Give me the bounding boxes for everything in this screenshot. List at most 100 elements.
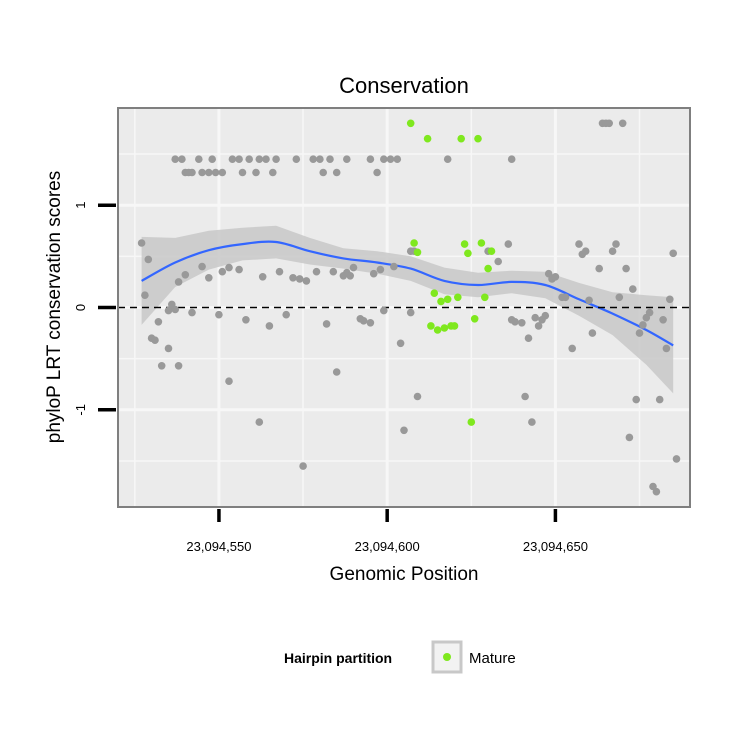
data-point-other: [289, 274, 297, 282]
x-tick-label: 23,094,650: [523, 539, 588, 554]
data-point-other: [312, 267, 321, 276]
data-point-other: [205, 168, 213, 177]
data-point-other: [376, 265, 385, 274]
data-point-mature: [423, 134, 432, 143]
y-tick-label: 1: [73, 202, 88, 209]
data-point-other: [531, 313, 539, 322]
data-point-other: [181, 271, 190, 279]
data-point-other: [618, 119, 627, 128]
data-point-other: [380, 306, 388, 315]
data-point-mature: [464, 249, 472, 258]
data-point-other: [581, 247, 590, 255]
x-tick-label: 23,094,550: [186, 539, 251, 554]
data-point-other: [218, 267, 227, 276]
data-point-other: [245, 155, 253, 163]
data-point-other: [292, 155, 301, 163]
data-point-other: [524, 334, 533, 343]
data-point-other: [272, 155, 280, 163]
data-point-other: [632, 395, 640, 404]
data-point-other: [615, 293, 624, 302]
data-point-other: [672, 455, 681, 463]
data-point-other: [322, 320, 331, 328]
data-point-other: [205, 274, 213, 282]
data-point-other: [511, 318, 519, 326]
data-point-other: [534, 322, 543, 330]
data-point-other: [390, 262, 398, 271]
data-point-other: [295, 275, 304, 283]
data-point-other: [595, 264, 603, 273]
legend-label-mature: Mature: [469, 650, 516, 667]
data-point-other: [494, 257, 503, 266]
data-point-mature: [440, 324, 449, 332]
data-point-other: [242, 316, 250, 324]
data-point-other: [346, 272, 355, 280]
data-point-other: [309, 155, 318, 163]
axes: 23,094,550 23,094,600 23,094,650 -1 0 1: [73, 202, 588, 554]
data-point-other: [262, 155, 270, 163]
data-point-other: [655, 395, 664, 404]
data-point-other: [504, 240, 513, 248]
data-point-other: [174, 362, 183, 370]
data-point-other: [255, 155, 264, 163]
data-point-other: [662, 344, 671, 353]
data-point-other: [561, 293, 570, 302]
plot-panel-border: [117, 107, 691, 508]
data-point-other: [208, 155, 216, 163]
data-point-other: [629, 285, 637, 293]
data-point-other: [332, 368, 341, 376]
data-point-other: [521, 392, 529, 401]
data-point-other: [154, 318, 163, 326]
data-point-mature: [481, 293, 489, 302]
data-point-other: [252, 168, 260, 177]
data-point-other: [144, 255, 153, 264]
confidence-band-layer: [141, 225, 674, 394]
data-point-other: [652, 487, 661, 496]
y-axis-label: phyloP LRT conservation scores: [44, 171, 65, 444]
data-point-other: [386, 155, 395, 163]
data-point-other: [366, 319, 375, 327]
data-point-other: [275, 267, 284, 276]
data-point-other: [507, 155, 516, 163]
data-point-other: [551, 273, 560, 281]
data-point-other: [265, 322, 274, 330]
data-point-other: [299, 462, 307, 470]
data-point-other: [316, 155, 324, 163]
data-point-mature: [406, 119, 415, 128]
data-point-other: [369, 269, 378, 278]
data-point-mature: [454, 293, 462, 302]
data-point-mature: [467, 418, 476, 426]
legend: Hairpin partition Mature: [284, 640, 516, 674]
data-point-other: [255, 418, 264, 426]
data-point-other: [639, 321, 647, 329]
data-point-other: [215, 310, 223, 319]
data-point-other: [666, 295, 674, 304]
data-point-mature: [450, 322, 459, 330]
data-point-other: [171, 155, 179, 163]
data-point-mature: [477, 239, 486, 247]
data-point-other: [188, 168, 196, 177]
plot-panel: [117, 107, 691, 508]
data-point-other: [541, 311, 550, 320]
data-point-other: [198, 262, 206, 271]
data-point-other: [622, 264, 630, 273]
data-point-other: [625, 433, 634, 442]
data-point-other: [645, 308, 654, 317]
data-point-other: [329, 267, 338, 276]
data-point-other: [396, 339, 405, 348]
y-tick-label: -1: [73, 404, 88, 416]
data-point-other: [141, 291, 149, 300]
data-point-other: [588, 329, 597, 337]
x-tick-label: 23,094,600: [355, 539, 420, 554]
points-layer: [137, 119, 681, 496]
data-point-other: [528, 418, 536, 426]
data-point-other: [188, 308, 196, 317]
data-point-other: [575, 240, 583, 248]
data-point-other: [238, 168, 247, 177]
data-point-other: [151, 336, 159, 345]
data-point-other: [218, 168, 227, 177]
data-point-other: [366, 155, 375, 163]
data-point-other: [669, 249, 677, 258]
data-point-mature: [413, 248, 422, 257]
data-point-other: [258, 273, 267, 281]
